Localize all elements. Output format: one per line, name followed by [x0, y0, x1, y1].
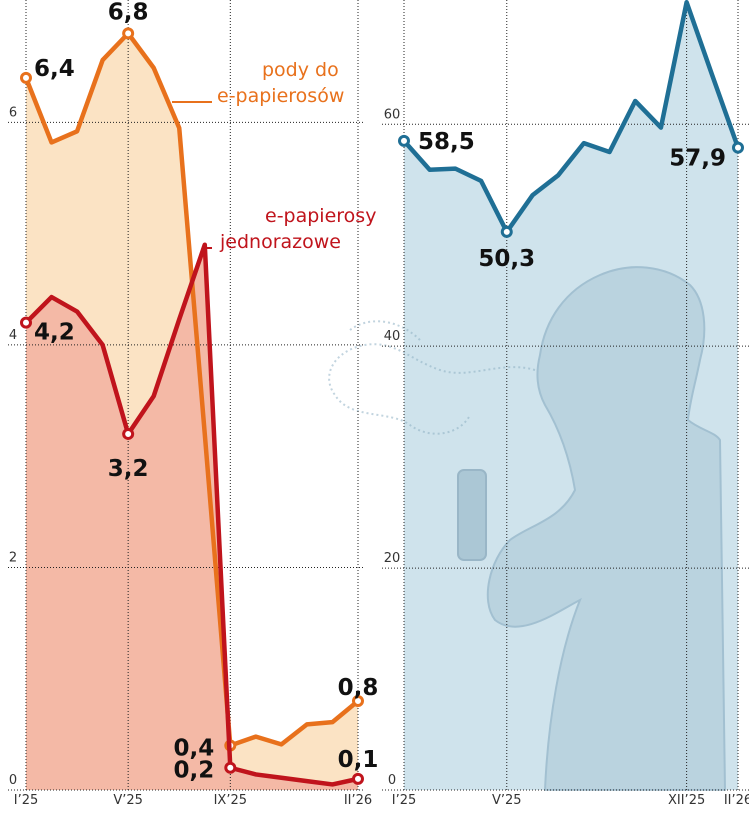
x-tick-label: I’25	[14, 793, 39, 808]
point	[734, 143, 743, 152]
point	[124, 429, 133, 438]
value-label: 50,3	[478, 246, 535, 272]
value-label: 6,8	[108, 0, 149, 25]
y-tick-label: 4	[9, 328, 17, 343]
y-tick-label: 20	[384, 551, 401, 566]
y-tick-label: 40	[384, 329, 401, 344]
value-label: 4,2	[34, 320, 75, 346]
y-tick-label: 6	[9, 105, 17, 120]
y-tick-label: 60	[384, 107, 401, 122]
x-tick-label: XII’25	[668, 793, 705, 808]
value-label: 6,4	[34, 56, 75, 82]
page: 0246I’25V’25IX’25II’266,46,80,40,8pody d…	[0, 0, 749, 813]
chart: 0246I’25V’25IX’25II’266,46,80,40,8pody d…	[0, 0, 749, 813]
y-tick-label: 0	[388, 773, 396, 788]
value-label: 0,8	[338, 675, 379, 701]
area	[26, 245, 358, 790]
point	[22, 73, 31, 82]
y-tick-label: 2	[9, 550, 17, 565]
point	[502, 227, 511, 236]
x-tick-label: V’25	[113, 793, 143, 808]
value-label: 3,2	[108, 456, 149, 482]
x-tick-label: IX’25	[214, 793, 247, 808]
point	[400, 136, 409, 145]
x-tick-label: I’25	[392, 793, 417, 808]
point	[22, 318, 31, 327]
x-tick-label: II’26	[344, 793, 372, 808]
vape-device	[458, 470, 486, 560]
value-label: 58,5	[418, 129, 475, 155]
value-label: 0,1	[338, 747, 379, 773]
y-tick-label: 0	[9, 773, 17, 788]
x-tick-label: II’26	[724, 793, 749, 808]
point	[354, 774, 363, 783]
point	[124, 29, 133, 38]
value-label: 0,2	[174, 758, 215, 784]
x-tick-label: V’25	[492, 793, 522, 808]
value-label: 57,9	[669, 146, 726, 172]
point	[226, 763, 235, 772]
